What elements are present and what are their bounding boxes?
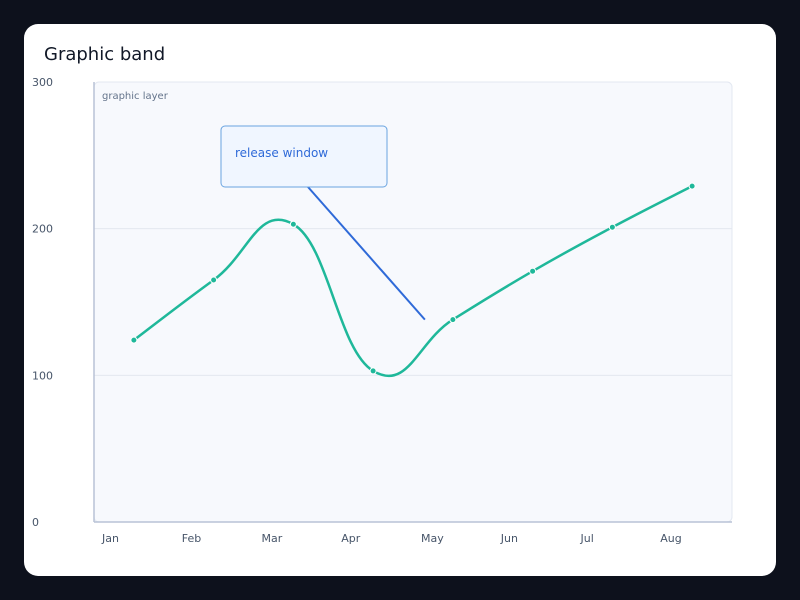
x-tick-label: Jul	[580, 532, 594, 545]
chart-title: Graphic band	[44, 44, 166, 65]
y-tick-label: 200	[32, 223, 53, 236]
x-tick-label: Feb	[182, 532, 201, 545]
line-chart: graphic layer 0 100 200 300 Jan Feb Mar Apr May Ju…	[32, 76, 733, 545]
data-point-mar[interactable]	[289, 220, 297, 228]
data-point-feb[interactable]	[210, 276, 218, 284]
x-tick-label: May	[421, 532, 444, 545]
series-line	[133, 185, 693, 378]
data-point-jan[interactable]	[130, 336, 138, 344]
data-point-jul[interactable]	[608, 223, 616, 231]
graphic-band	[93, 81, 733, 523]
x-tick-label: Jan	[101, 532, 119, 545]
annotation-box	[220, 125, 388, 188]
data-point-jun[interactable]	[529, 267, 537, 275]
y-tick-label: 100	[32, 369, 53, 382]
data-point-may[interactable]	[449, 316, 457, 324]
data-point-aug[interactable]	[688, 182, 696, 190]
y-tick-label: 0	[32, 516, 39, 529]
data-point-apr[interactable]	[369, 367, 377, 375]
x-tick-label: Mar	[262, 532, 283, 545]
x-tick-label: Aug	[660, 532, 681, 545]
x-tick-label: Apr	[341, 532, 361, 545]
x-tick-label: Jun	[500, 532, 518, 545]
band-label: graphic layer	[102, 91, 169, 102]
annotation-leader-line	[307, 186, 426, 321]
y-tick-label: 300	[32, 76, 53, 89]
chart-card: Graphic band graphic layer 0 100 200 300 Jan F…	[24, 24, 776, 576]
annotation-text: release window	[235, 146, 328, 160]
